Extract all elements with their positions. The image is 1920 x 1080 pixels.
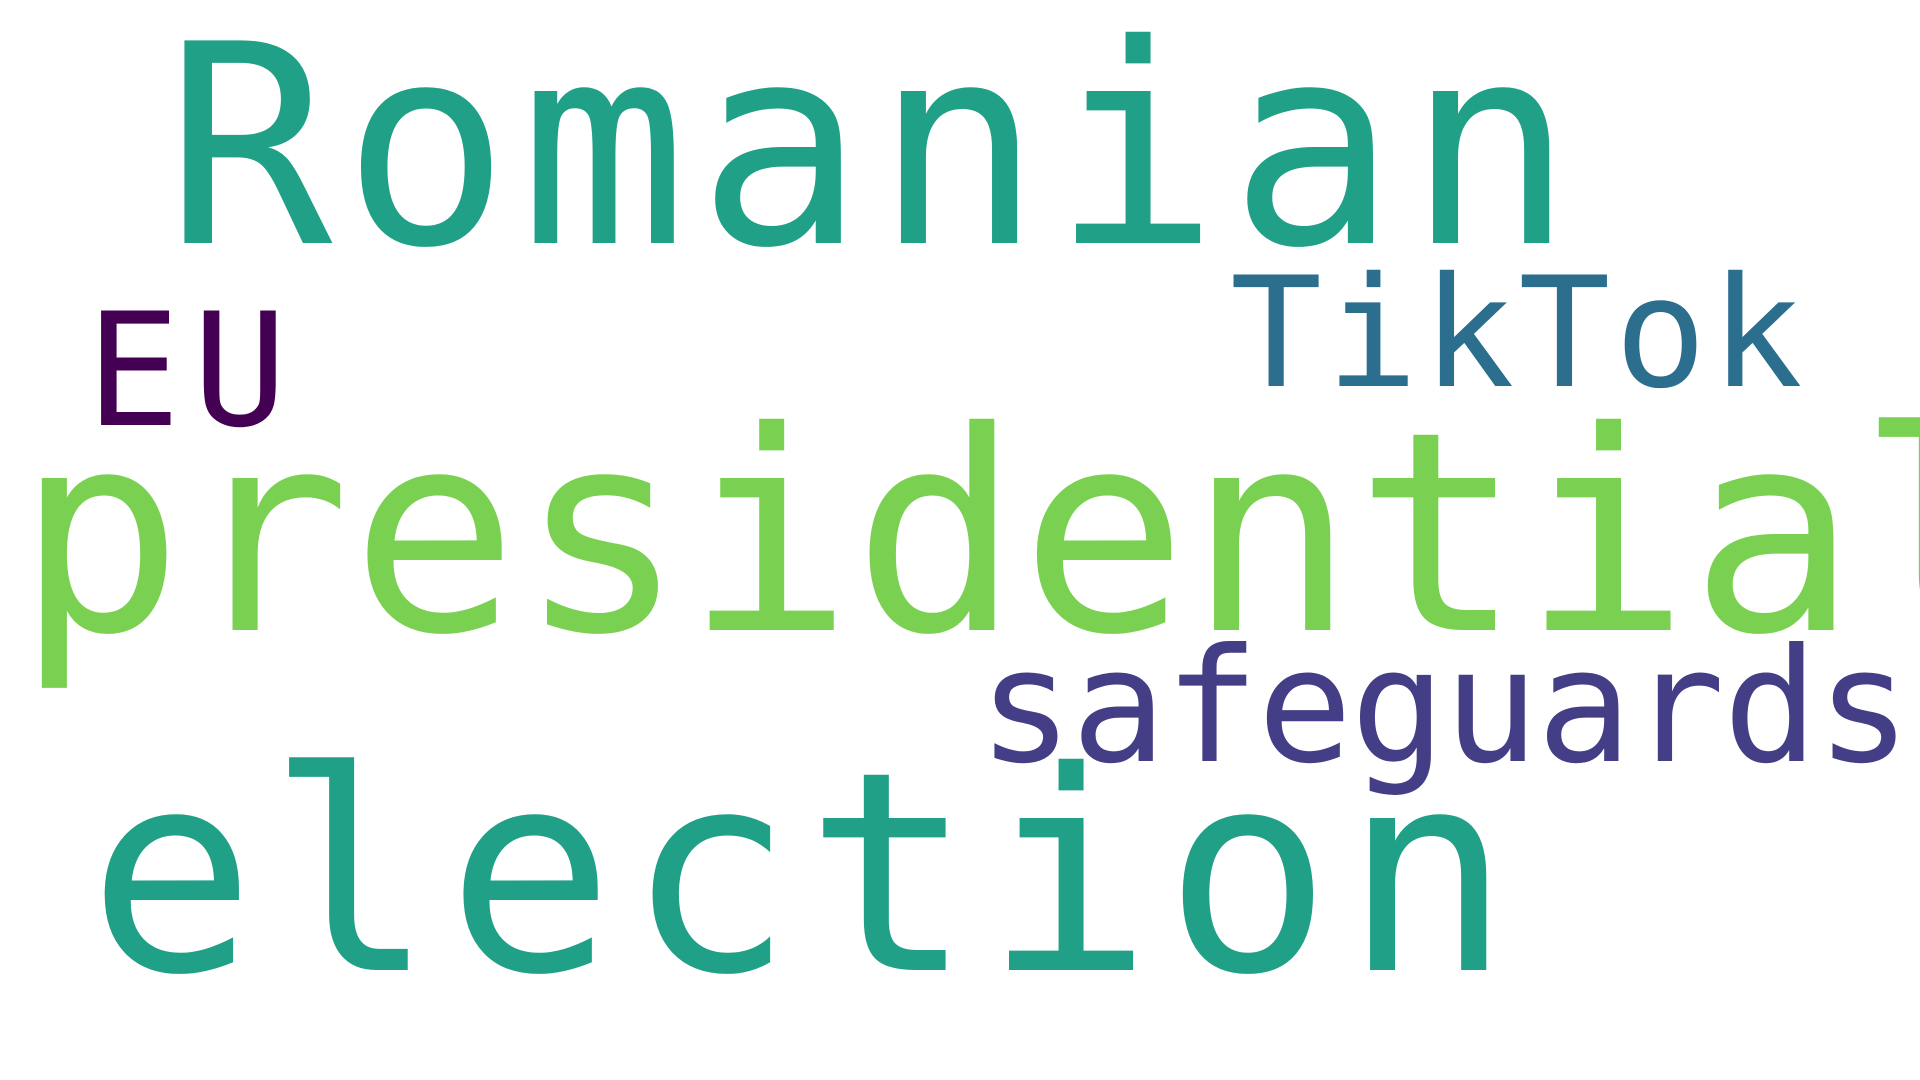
word-safeguards: safeguards (978, 615, 1911, 799)
word-tiktok: TikTok (1230, 245, 1807, 423)
word-presidential: presidential (16, 372, 1920, 696)
word-eu: EU (86, 280, 300, 463)
word-election: election (88, 712, 1523, 1036)
word-romanian: Romanian (165, 0, 1584, 309)
